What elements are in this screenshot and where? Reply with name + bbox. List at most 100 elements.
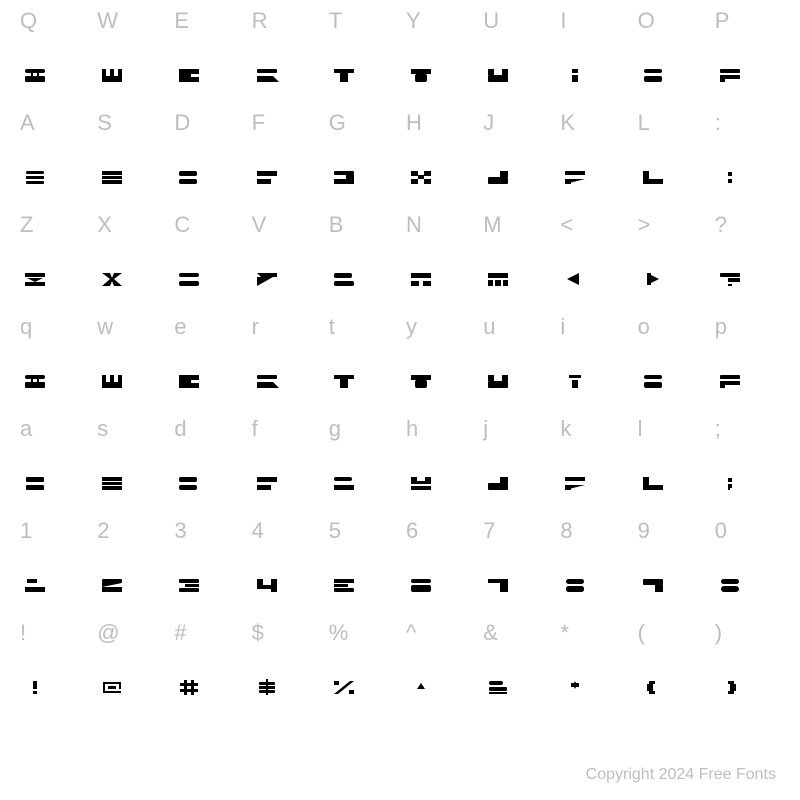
char-label-cell: 8 (554, 518, 631, 574)
char-label: > (638, 212, 651, 238)
char-label: f (252, 416, 258, 442)
char-label: B (329, 212, 344, 238)
n3-glyph (174, 574, 204, 596)
j-glyph (483, 472, 513, 494)
char-label-cell: A (14, 110, 91, 166)
glyph-cell (400, 370, 477, 416)
g2-glyph (329, 472, 359, 494)
lt-glyph (560, 268, 590, 290)
u-glyph (483, 64, 513, 86)
char-label: M (483, 212, 501, 238)
glyph-cell (14, 676, 91, 722)
copyright-text: Copyright 2024 Free Fonts (586, 766, 776, 784)
glyph-cell (709, 166, 786, 212)
glyph-cell (246, 64, 323, 110)
char-label-cell: d (168, 416, 245, 472)
char-label: y (406, 314, 417, 340)
char-label-cell: X (91, 212, 168, 268)
glyph-cell (709, 268, 786, 314)
char-label-cell: E (168, 8, 245, 64)
char-label-cell: Y (400, 8, 477, 64)
char-label-cell: V (246, 212, 323, 268)
s-glyph (97, 472, 127, 494)
glyph-cell (91, 370, 168, 416)
char-label: 7 (483, 518, 495, 544)
qmark-glyph (715, 268, 745, 290)
char-label-cell: I (554, 8, 631, 64)
char-label-cell: H (400, 110, 477, 166)
char-label-cell: ? (709, 212, 786, 268)
char-label-cell: : (709, 110, 786, 166)
glyph-cell (477, 166, 554, 212)
dollar-glyph (252, 676, 282, 698)
e-glyph (174, 64, 204, 86)
char-label-cell: > (632, 212, 709, 268)
char-label: t (329, 314, 335, 340)
char-label: o (638, 314, 650, 340)
glyph-cell (323, 268, 400, 314)
char-label: a (20, 416, 32, 442)
char-label-cell: s (91, 416, 168, 472)
char-label: i (560, 314, 565, 340)
glyph-cell (323, 574, 400, 620)
char-label-cell: R (246, 8, 323, 64)
a2-glyph (20, 472, 50, 494)
char-label-cell: 9 (632, 518, 709, 574)
glyph-cell (246, 676, 323, 722)
star-glyph (560, 676, 590, 698)
char-label-cell: O (632, 8, 709, 64)
char-label-cell: & (477, 620, 554, 676)
glyph-cell (168, 472, 245, 518)
char-label: # (174, 620, 186, 646)
e-glyph (174, 370, 204, 392)
h-glyph (406, 166, 436, 188)
glyph-cell (554, 166, 631, 212)
colon-glyph (715, 166, 745, 188)
char-label: u (483, 314, 495, 340)
char-label: @ (97, 620, 119, 646)
char-label: F (252, 110, 265, 136)
char-label: U (483, 8, 499, 34)
char-label-cell: o (632, 314, 709, 370)
char-label-cell: J (477, 110, 554, 166)
char-label-cell: # (168, 620, 245, 676)
char-label-cell: 3 (168, 518, 245, 574)
char-label: ? (715, 212, 727, 238)
char-label-cell: a (14, 416, 91, 472)
char-label: K (560, 110, 575, 136)
char-label: r (252, 314, 259, 340)
char-label: w (97, 314, 113, 340)
n1-glyph (20, 574, 50, 596)
char-label: e (174, 314, 186, 340)
char-label-cell: l (632, 416, 709, 472)
glyph-cell (246, 472, 323, 518)
char-label: g (329, 416, 341, 442)
char-label-cell: j (477, 416, 554, 472)
char-label-cell: D (168, 110, 245, 166)
char-label-cell: 4 (246, 518, 323, 574)
glyph-cell (477, 268, 554, 314)
n7-glyph (483, 574, 513, 596)
char-label-cell: N (400, 212, 477, 268)
f-glyph (252, 472, 282, 494)
glyph-cell (709, 574, 786, 620)
rparen-glyph (715, 676, 745, 698)
pct-glyph (329, 676, 359, 698)
glyph-cell (554, 370, 631, 416)
char-label-cell: Z (14, 212, 91, 268)
char-label: S (97, 110, 112, 136)
amp-glyph (483, 676, 513, 698)
z-glyph (20, 268, 50, 290)
s-glyph (97, 166, 127, 188)
glyph-cell (632, 370, 709, 416)
char-label-cell: 2 (91, 518, 168, 574)
char-label: 1 (20, 518, 32, 544)
glyph-cell (477, 64, 554, 110)
char-label: k (560, 416, 571, 442)
glyph-cell (323, 166, 400, 212)
glyph-cell (554, 64, 631, 110)
char-label-cell: * (554, 620, 631, 676)
char-label-cell: U (477, 8, 554, 64)
o-glyph (638, 64, 668, 86)
char-label: h (406, 416, 418, 442)
